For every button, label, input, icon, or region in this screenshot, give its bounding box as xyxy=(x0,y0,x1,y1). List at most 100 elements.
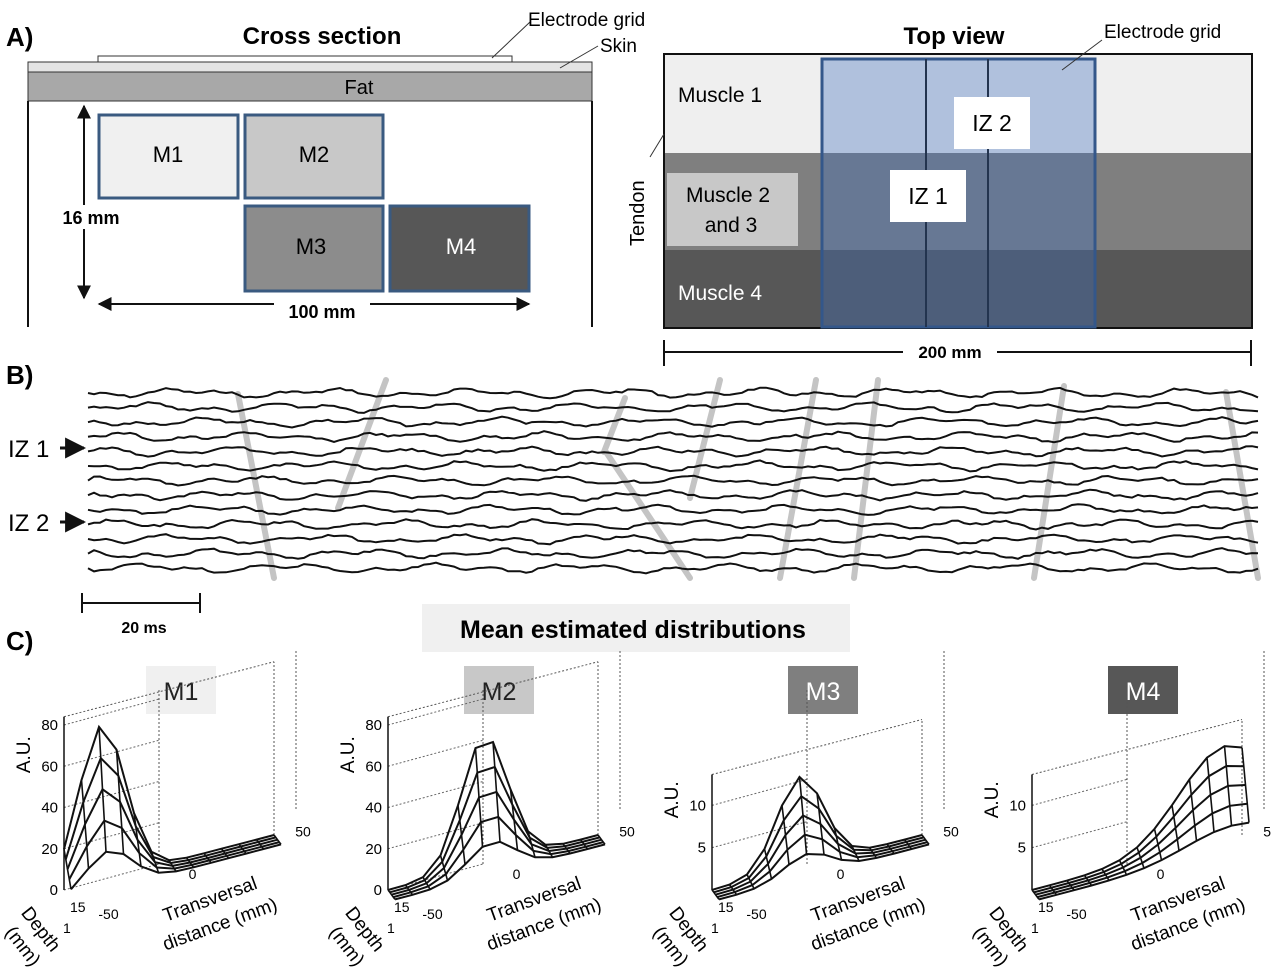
y-tick-label: 10 xyxy=(1009,797,1026,814)
emg-signals xyxy=(87,377,1261,581)
surface-mesh-line xyxy=(886,843,895,855)
plot-badge-bg xyxy=(1108,666,1178,714)
width-dimension-label: 100 mm xyxy=(288,302,355,322)
emg-trace xyxy=(87,386,1259,400)
surface-mesh-line xyxy=(1171,805,1180,851)
surface-mesh-line xyxy=(1031,745,1243,891)
tendon-callout-line xyxy=(649,133,665,158)
skin-callout-line xyxy=(559,45,599,69)
surface-mesh-line xyxy=(492,741,501,842)
plot-badge-label: M3 xyxy=(806,678,841,706)
depth-tick-label: 15 xyxy=(1038,899,1054,915)
surface-mesh-line xyxy=(439,855,449,881)
surface-mesh-line xyxy=(1048,884,1058,896)
x-tick-label: 0 xyxy=(189,866,197,882)
time-scale-label: 20 ms xyxy=(121,620,166,637)
surface-mesh-line xyxy=(798,776,808,855)
surface-mesh-line xyxy=(474,747,484,847)
plot-badge-bg xyxy=(464,666,534,714)
y-tick-label: 10 xyxy=(689,797,706,814)
propagation-stripe xyxy=(335,377,389,511)
x-tick-label: -50 xyxy=(98,906,118,922)
tendon-label: Tendon xyxy=(627,180,649,246)
grid-line xyxy=(387,739,484,767)
surface-mesh-line xyxy=(1153,828,1163,861)
emg-trace xyxy=(87,561,1259,575)
surface-mesh-line xyxy=(1033,764,1244,894)
x-tick-label: 0 xyxy=(837,866,845,882)
grid-line xyxy=(387,661,599,718)
surface-mesh-line xyxy=(1066,880,1075,891)
plot-badge-label: M2 xyxy=(482,678,517,706)
grid-line xyxy=(63,822,160,850)
muscle4-label: Muscle 4 xyxy=(678,282,762,305)
emg-trace xyxy=(87,430,1259,444)
y-tick-label: 80 xyxy=(365,717,382,734)
muscle23-label-line1: Muscle 2 xyxy=(686,184,770,207)
propagation-stripe xyxy=(1031,383,1067,581)
propagation-stripe xyxy=(687,377,723,501)
grid-line xyxy=(63,863,160,891)
top-electrode-label: Electrode grid xyxy=(1104,22,1221,43)
width-label-bg xyxy=(274,299,370,323)
surface-mesh-line xyxy=(728,884,738,896)
iz1-box xyxy=(890,170,966,222)
y-tick-label: 0 xyxy=(374,882,382,899)
top-scale-label: 200 mm xyxy=(918,343,981,362)
surface-mesh-line xyxy=(203,852,212,864)
surface-mesh-line xyxy=(404,884,414,896)
muscle23-label-bg xyxy=(667,173,798,246)
signal-iz2-label: IZ 2 xyxy=(8,510,49,537)
grid-line xyxy=(63,661,275,718)
grid-line xyxy=(1031,821,1128,849)
x-tick-label: 50 xyxy=(943,823,959,839)
plot-badge-bg xyxy=(788,666,858,714)
grid-line xyxy=(1031,778,1128,806)
cross-section-title: Cross section xyxy=(243,23,402,50)
propagation-stripe xyxy=(235,391,277,581)
emg-trace xyxy=(87,503,1259,516)
emg-trace xyxy=(87,547,1259,560)
depth-tick-label: 1 xyxy=(711,920,719,936)
emg-trace xyxy=(87,459,1259,473)
surface-mesh-line xyxy=(1206,757,1215,833)
fat-label: Fat xyxy=(345,77,374,99)
iz2-label: IZ 2 xyxy=(972,110,1012,136)
depth-tick-label: 1 xyxy=(387,920,395,936)
propagation-stripe xyxy=(603,449,693,581)
muscle-m1 xyxy=(97,113,240,200)
y-tick-label: 20 xyxy=(41,841,58,858)
surface-mesh-line xyxy=(868,847,878,859)
surface-mesh-line xyxy=(597,834,606,845)
surface-mesh-line xyxy=(562,843,571,854)
panel-label-b: B) xyxy=(6,360,33,390)
depth-tick-label: 15 xyxy=(70,899,86,915)
surface-mesh-line xyxy=(1031,889,1040,900)
surface-mesh-line xyxy=(98,726,107,852)
surface-mesh-line xyxy=(150,851,160,873)
y-axis-label: A.U. xyxy=(338,736,359,773)
surface-mesh-line xyxy=(711,889,720,900)
surface-mesh-line xyxy=(781,805,790,865)
muscle-m4 xyxy=(388,204,531,293)
depth-tick-label: 1 xyxy=(63,920,71,936)
distribution-plot-m2: M2020406080A.U.-50050151Transversaldista… xyxy=(324,651,635,971)
distribution-plots: M1020406080A.U.-50050151Transversaldista… xyxy=(0,651,1271,971)
plot-badge-label: M4 xyxy=(1126,678,1161,706)
surface-mesh-line xyxy=(220,848,230,859)
distributions-title: Mean estimated distributions xyxy=(460,616,806,644)
iz2-box xyxy=(954,97,1030,149)
x-tick-label: -50 xyxy=(422,906,442,922)
fat-layer xyxy=(27,71,593,102)
top-view-title: Top view xyxy=(904,23,1005,50)
x-tick-label: 50 xyxy=(619,823,635,839)
surface-mesh-line xyxy=(115,749,125,855)
propagation-stripe xyxy=(1223,389,1261,581)
emg-trace xyxy=(87,445,1259,458)
grid-line xyxy=(711,821,808,849)
cross-electrode-grid xyxy=(97,55,513,63)
surface-mesh-line xyxy=(168,859,177,872)
surface-mesh-line xyxy=(833,827,843,861)
